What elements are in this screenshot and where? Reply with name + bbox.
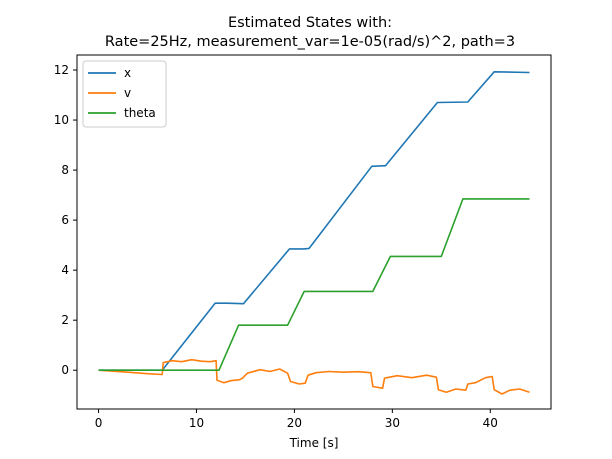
x-tick-label: 20 bbox=[287, 416, 302, 430]
x-axis-label: Time [s] bbox=[289, 436, 339, 450]
ticks-layer: 0 10 20 30 40 0 2 4 6 8 10 12 bbox=[54, 63, 498, 430]
series-line-v bbox=[98, 358, 530, 395]
series-line-x bbox=[98, 71, 530, 372]
y-tick-label: 8 bbox=[61, 163, 69, 177]
legend-label-x: x bbox=[124, 66, 131, 80]
y-tick-label: 0 bbox=[61, 363, 69, 377]
legend: x v theta bbox=[82, 60, 167, 128]
y-tick-label: 4 bbox=[61, 263, 69, 277]
x-tick-label: 10 bbox=[189, 416, 204, 430]
chart-title-line-1: Estimated States with: bbox=[228, 15, 392, 31]
legend-label-theta: theta bbox=[124, 106, 156, 120]
plot-frame bbox=[76, 54, 552, 410]
series-line-theta bbox=[98, 198, 530, 372]
x-tick-label: 40 bbox=[483, 416, 498, 430]
y-tick-label: 6 bbox=[61, 213, 69, 227]
chart-title-line-2: Rate=25Hz, measurement_var=1e-05(rad/s)^… bbox=[105, 34, 515, 50]
x-tick-label: 0 bbox=[95, 416, 103, 430]
legend-box bbox=[82, 60, 167, 128]
series-layer bbox=[98, 71, 530, 395]
y-tick-label: 12 bbox=[54, 63, 69, 77]
y-tick-label: 10 bbox=[54, 113, 69, 127]
x-tick-label: 30 bbox=[385, 416, 400, 430]
legend-label-v: v bbox=[124, 86, 131, 100]
y-tick-label: 2 bbox=[61, 313, 69, 327]
